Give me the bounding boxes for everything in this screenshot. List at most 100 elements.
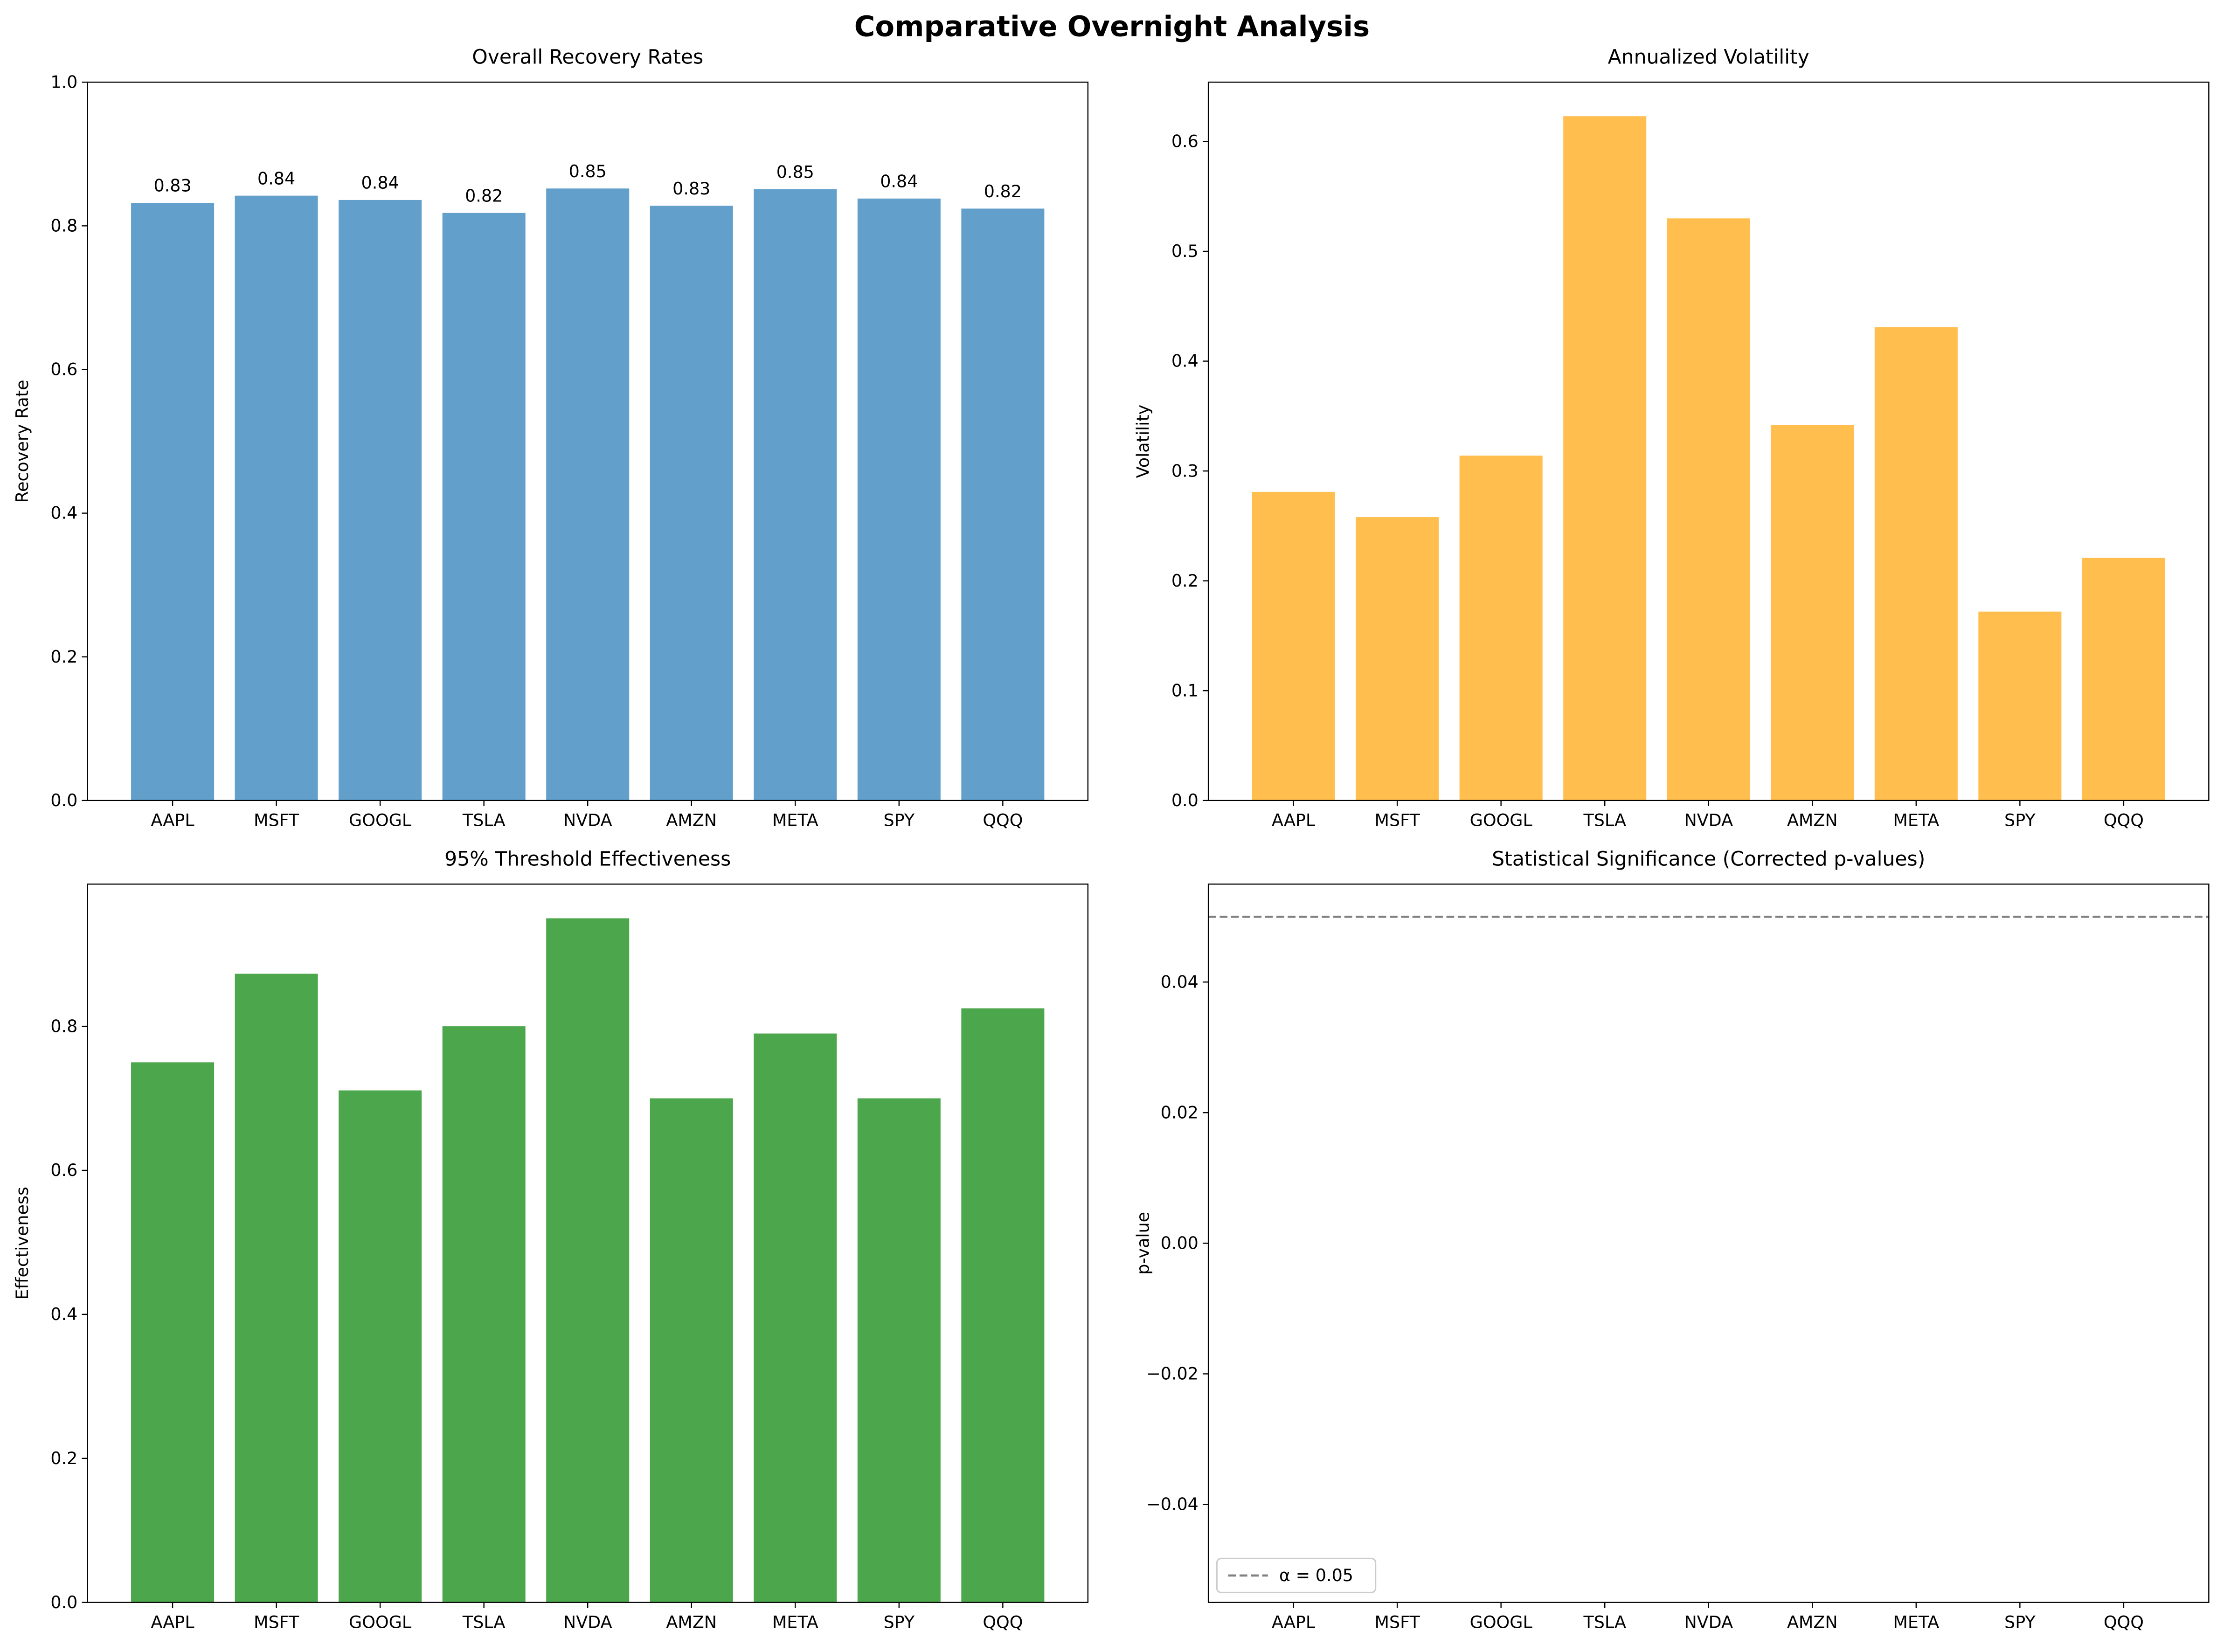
axes-frame xyxy=(1207,883,2210,1603)
y-tick-label: 0.5 xyxy=(1171,241,1199,261)
x-tick-label: AMZN xyxy=(1787,810,1838,830)
y-tick-label: 0.4 xyxy=(50,1304,77,1324)
bar xyxy=(1874,327,1958,801)
bar xyxy=(1459,456,1543,801)
y-tick-label: 0.02 xyxy=(1161,1102,1199,1122)
x-tick-label: SPY xyxy=(2004,810,2036,830)
x-tick-label: GOOGL xyxy=(1470,810,1533,830)
bar xyxy=(131,203,215,801)
bar xyxy=(339,1090,422,1603)
bar xyxy=(442,1026,526,1603)
axes-frame xyxy=(1207,82,2210,802)
x-tick-label: AMZN xyxy=(1787,1612,1838,1632)
x-tick-label: MSFT xyxy=(254,810,299,830)
value-label: 0.82 xyxy=(984,181,1022,201)
x-tick-label: MSFT xyxy=(1375,810,1420,830)
subplot: 95% Threshold Effectiveness Effectiveness… xyxy=(12,848,1089,1632)
x-tick-label: QQQ xyxy=(2104,1612,2144,1632)
x-tick-label: QQQ xyxy=(983,810,1023,830)
bar xyxy=(1252,491,1335,801)
value-label: 0.85 xyxy=(776,162,814,182)
y-tick-label: −0.04 xyxy=(1146,1494,1199,1514)
x-tick-label: NVDA xyxy=(563,810,612,830)
x-tick-label: META xyxy=(1893,1612,1939,1632)
x-tick-label: MSFT xyxy=(254,1612,299,1632)
bar xyxy=(235,195,318,801)
subplot: Annualized Volatility Volatility 0.0 0.1 0.2… xyxy=(1133,46,2210,830)
x-tick-label: GOOGL xyxy=(349,810,412,830)
x-tick-label: TSLA xyxy=(1583,810,1626,830)
subplot: Statistical Significance (Corrected p-va… xyxy=(1133,848,2210,1632)
value-label: 0.85 xyxy=(569,161,607,181)
bar xyxy=(1356,517,1439,801)
y-tick-label: 0.0 xyxy=(1171,790,1199,810)
x-tick-label: NVDA xyxy=(563,1612,612,1632)
y-tick-label: 0.0 xyxy=(50,790,77,810)
subplot-title: 95% Threshold Effectiveness xyxy=(444,848,731,871)
value-label: 0.83 xyxy=(672,179,710,199)
bar xyxy=(546,188,630,801)
y-tick-label: 0.4 xyxy=(1171,351,1199,371)
y-tick-label: −0.02 xyxy=(1146,1364,1199,1384)
x-tick-label: META xyxy=(1893,810,1939,830)
x-tick-label: SPY xyxy=(2004,1612,2036,1632)
y-axis-label: Effectiveness xyxy=(12,1187,32,1300)
x-tick-label: NVDA xyxy=(1684,1612,1733,1632)
y-tick-label: 0.8 xyxy=(50,1016,77,1036)
x-tick-label: SPY xyxy=(884,1612,915,1632)
subplot-title: Annualized Volatility xyxy=(1608,46,1809,69)
bar xyxy=(650,1098,733,1603)
bar xyxy=(961,1008,1045,1603)
bar xyxy=(339,200,422,801)
y-tick-label: 0.00 xyxy=(1161,1233,1199,1253)
y-tick-label: 0.4 xyxy=(50,503,77,523)
y-axis-label: Volatility xyxy=(1133,405,1153,478)
y-tick-label: 0.2 xyxy=(50,647,77,667)
x-tick-label: META xyxy=(772,1612,818,1632)
bar xyxy=(1563,116,1647,801)
x-tick-label: GOOGL xyxy=(1470,1612,1533,1632)
y-tick-label: 0.6 xyxy=(50,359,77,380)
x-tick-label: GOOGL xyxy=(349,1612,412,1632)
y-tick-label: 0.6 xyxy=(50,1160,77,1180)
y-tick-label: 0.0 xyxy=(50,1592,77,1612)
subplot: Overall Recovery Rates Recovery Rate 0.0 0.… xyxy=(12,46,1089,830)
x-tick-label: QQQ xyxy=(2104,810,2144,830)
value-label: 0.84 xyxy=(257,168,295,188)
x-tick-label: TSLA xyxy=(462,1612,506,1632)
x-tick-label: MSFT xyxy=(1375,1612,1420,1632)
bar xyxy=(961,208,1045,801)
bar xyxy=(2082,558,2165,801)
x-tick-label: AMZN xyxy=(666,810,717,830)
x-tick-label: AAPL xyxy=(151,1612,194,1632)
x-tick-label: AAPL xyxy=(1272,810,1316,830)
subplot-title: Statistical Significance (Corrected p-va… xyxy=(1492,848,1925,871)
axes-frame xyxy=(87,883,1089,1603)
bar xyxy=(857,1098,941,1603)
bar xyxy=(650,206,733,801)
figure-title: Comparative Overnight Analysis xyxy=(854,10,1370,43)
value-label: 0.82 xyxy=(465,186,503,206)
bar xyxy=(754,189,837,801)
bar xyxy=(131,1062,215,1603)
y-tick-label: 1.0 xyxy=(50,72,77,92)
y-tick-label: 0.2 xyxy=(50,1448,77,1468)
bar xyxy=(1978,611,2062,801)
y-tick-label: 0.1 xyxy=(1171,680,1199,700)
value-label: 0.83 xyxy=(153,176,191,196)
x-tick-label: TSLA xyxy=(462,810,506,830)
x-tick-label: QQQ xyxy=(983,1612,1023,1632)
bar xyxy=(1771,425,1854,801)
subplot-title: Overall Recovery Rates xyxy=(472,46,703,69)
bar xyxy=(754,1033,837,1603)
y-tick-label: 0.04 xyxy=(1161,972,1199,992)
legend-label: α = 0.05 xyxy=(1279,1565,1353,1585)
x-tick-label: AMZN xyxy=(666,1612,717,1632)
bar xyxy=(1667,218,1750,801)
bar xyxy=(442,213,526,801)
x-tick-label: AAPL xyxy=(151,810,194,830)
y-tick-label: 0.8 xyxy=(50,216,77,236)
